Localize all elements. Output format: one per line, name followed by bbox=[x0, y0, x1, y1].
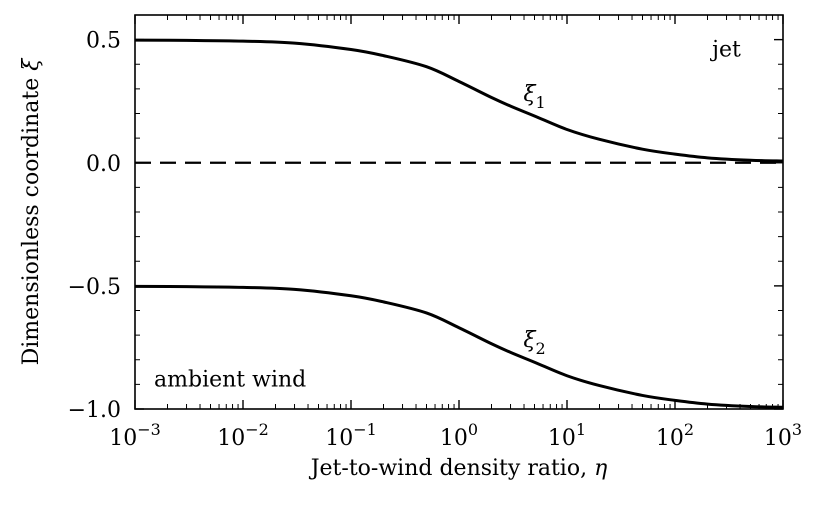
series-line-ξ1 bbox=[134, 38, 784, 163]
series-label-ξ2: ξ2 bbox=[523, 328, 545, 358]
y-tick-label: 0.0 bbox=[86, 152, 121, 177]
x-tick-label: 102 bbox=[656, 420, 694, 451]
labels-layer: 0.5 0.0 −0.5 −1.010−3 10−2 10−1 100 101 102 103 je… bbox=[68, 29, 803, 451]
y-tick-label: −1.0 bbox=[68, 398, 121, 423]
y-tick-label: 0.5 bbox=[86, 29, 121, 54]
x-tick-label: 10−3 bbox=[109, 420, 161, 451]
x-tick-label: 101 bbox=[548, 420, 586, 451]
curves-layer bbox=[134, 38, 784, 409]
x-axis-label: Jet-to-wind density ratio, η bbox=[309, 456, 608, 481]
annotation-ambient-wind: ambient wind bbox=[154, 367, 306, 392]
annotation-jet: jet bbox=[709, 37, 741, 62]
series-label-ξ1: ξ1 bbox=[523, 82, 545, 112]
y-axis-label: Dimensionless coordinate ξ bbox=[19, 57, 44, 366]
x-tick-label: 100 bbox=[440, 420, 478, 451]
y-tick-label: −0.5 bbox=[68, 275, 121, 300]
plot-frame bbox=[134, 14, 784, 410]
series-line-ξ2 bbox=[134, 284, 784, 409]
x-tick-label: 10−1 bbox=[325, 420, 377, 451]
x-tick-label: 103 bbox=[764, 420, 802, 451]
ticks-layer bbox=[134, 14, 784, 410]
x-tick-label: 10−2 bbox=[217, 420, 269, 451]
